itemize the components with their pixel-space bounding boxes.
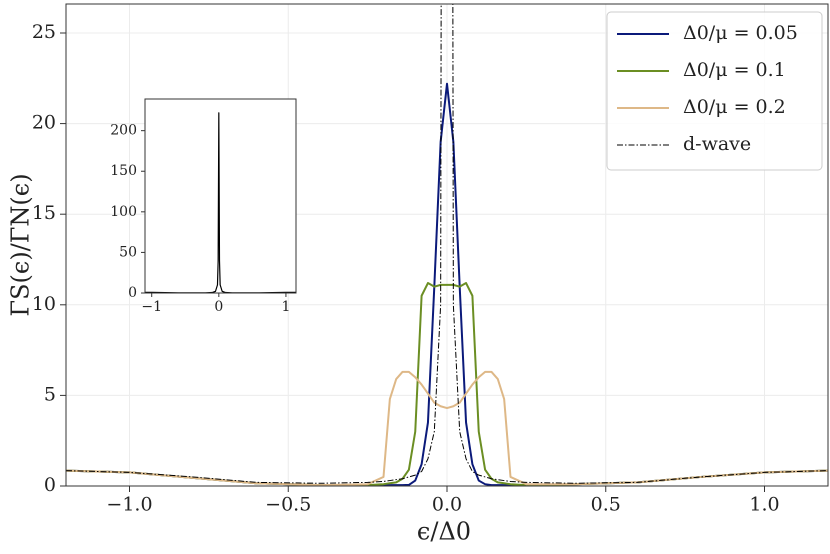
y-axis-label: ΓS(ϵ)/ΓN(ϵ): [7, 173, 35, 316]
y-tick-label: 10: [32, 293, 56, 315]
y-tick-label: 25: [32, 21, 56, 43]
x-tick-label: 1.0: [749, 493, 779, 515]
legend-label: d-wave: [683, 133, 751, 155]
series-line: [66, 4, 828, 484]
legend-label: Δ0/μ = 0.2: [683, 96, 786, 118]
y-tick-label: 100: [110, 204, 137, 220]
x-tick-label: −0.5: [265, 493, 311, 515]
y-tick-label: 5: [44, 383, 56, 405]
y-tick-label: 0: [44, 474, 56, 496]
y-tick-label: 20: [32, 112, 56, 134]
y-tick-label: 15: [32, 202, 56, 224]
x-tick-label: 0.5: [591, 493, 621, 515]
plot-area: [66, 4, 828, 486]
x-tick-label: −1.0: [106, 493, 152, 515]
y-tick-label: 150: [110, 163, 137, 179]
y-tick-label: 200: [110, 123, 137, 139]
series-line: [66, 282, 828, 486]
y-tick-label: 50: [119, 244, 137, 260]
plot-frame: [144, 98, 297, 294]
plot-background: [145, 99, 296, 293]
plot-frame: [65, 3, 829, 487]
x-tick-label: −1: [141, 299, 162, 315]
legend-label: Δ0/μ = 0.1: [683, 59, 786, 81]
legend-box: [606, 11, 823, 171]
x-axis-label: ϵ/Δ0: [417, 518, 471, 546]
x-tick-label: 0.0: [432, 493, 462, 515]
x-tick-label: 0: [214, 299, 223, 315]
y-tick-label: 0: [128, 285, 137, 301]
legend-label: Δ0/μ = 0.05: [683, 22, 798, 44]
x-tick-label: 1: [281, 299, 290, 315]
